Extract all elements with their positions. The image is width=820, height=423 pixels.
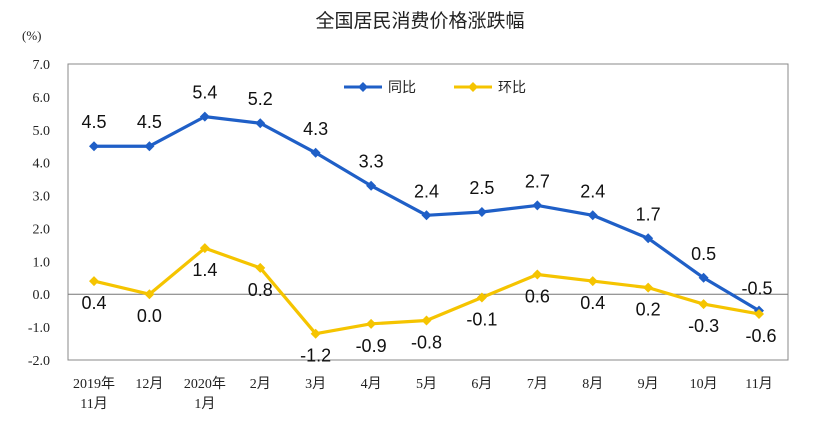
data-point-marker — [199, 111, 210, 122]
x-tick-label: 4月 — [361, 376, 382, 392]
legend-swatch-marker — [468, 82, 478, 92]
y-axis-unit-label: (%) — [22, 28, 42, 43]
data-label: 2.4 — [580, 181, 605, 201]
data-label: -0.6 — [745, 326, 776, 346]
data-point-marker — [255, 262, 266, 273]
data-label: 0.2 — [636, 300, 661, 320]
x-tick-label: 2019年 — [73, 376, 115, 392]
data-label: 0.4 — [81, 293, 106, 313]
series-layer: 4.5 4.5 5.4 5.2 4.3 3.3 2.4 2.5 2.7 2.4 1.7 0.5 -0.5… — [81, 83, 776, 366]
data-point-marker — [366, 180, 377, 191]
data-point-marker — [754, 308, 764, 319]
data-label: 1.7 — [636, 204, 661, 224]
legend-label: 同比 — [388, 80, 416, 96]
series-yoy: 4.5 4.5 5.4 5.2 4.3 3.3 2.4 2.5 2.7 2.4 1.7 0.5 -0.5 — [81, 83, 773, 316]
data-label: 1.4 — [192, 260, 217, 280]
data-point-marker — [89, 276, 99, 287]
x-tick-label: 1月 — [194, 396, 215, 412]
data-point-marker — [255, 118, 266, 129]
data-point-marker — [643, 282, 654, 293]
y-tick-label: 1.0 — [33, 255, 51, 270]
data-label: -0.1 — [466, 310, 497, 330]
data-label: 3.3 — [359, 152, 384, 172]
data-point-marker — [698, 299, 709, 310]
data-point-marker — [587, 210, 598, 221]
data-label: -0.9 — [356, 336, 387, 356]
legend-item: 环比 — [454, 80, 526, 96]
data-label: 2.5 — [469, 178, 494, 198]
data-point-marker — [532, 200, 543, 211]
y-tick-label: -1.0 — [28, 321, 50, 336]
legend-item: 同比 — [344, 80, 416, 96]
data-point-marker — [199, 243, 210, 254]
data-label: -0.8 — [411, 333, 442, 353]
data-label: 0.6 — [525, 286, 550, 306]
data-point-marker — [144, 289, 155, 300]
y-tick-label: 3.0 — [33, 190, 51, 205]
x-axis: 2019年 11月 12月 2020年 1月 2月 3月 4月 5月 6月 7月 8月 9月 10月 11月 — [73, 376, 773, 412]
y-tick-label: -2.0 — [28, 354, 50, 369]
x-tick-label: 11月 — [745, 376, 772, 392]
series-mom: 0.4 0.0 1.4 0.8 -1.2 -0.9 -0.8 -0.1 0.6 0.4 0.2 -0.… — [81, 243, 777, 366]
data-point-marker — [421, 210, 432, 221]
data-point-marker — [476, 207, 487, 217]
y-tick-label: 0.0 — [33, 288, 51, 303]
data-label: -1.2 — [300, 346, 331, 366]
data-point-marker — [532, 269, 543, 280]
y-axis: 7.0 6.0 5.0 4.0 3.0 2.0 1.0 0.0 -1.0 -2.0 — [28, 58, 50, 369]
data-label: 5.4 — [192, 83, 217, 103]
data-point-marker — [587, 276, 598, 287]
plot-area-frame — [67, 63, 789, 361]
data-point-marker — [476, 292, 487, 303]
data-label: 0.4 — [580, 293, 605, 313]
data-point-marker — [643, 233, 654, 244]
data-label: 4.5 — [81, 112, 106, 132]
y-tick-label: 4.0 — [33, 157, 51, 172]
x-tick-label: 8月 — [582, 376, 603, 392]
data-label: -0.5 — [741, 279, 772, 299]
data-label: 4.5 — [137, 112, 162, 132]
x-tick-label: 7月 — [527, 376, 548, 392]
data-point-marker — [310, 328, 321, 339]
x-tick-label: 12月 — [135, 376, 163, 392]
data-label: 2.7 — [525, 171, 550, 191]
data-point-marker — [698, 272, 709, 283]
x-tick-label: 10月 — [690, 376, 718, 392]
x-tick-label: 3月 — [305, 376, 326, 392]
data-point-marker — [89, 141, 99, 152]
legend-label: 环比 — [498, 80, 526, 96]
chart-title: 全国居民消费价格涨跌幅 — [315, 10, 524, 32]
x-tick-label: 11月 — [80, 396, 107, 412]
data-point-marker — [310, 147, 321, 158]
legend-swatch-marker — [358, 82, 368, 92]
data-point-marker — [366, 318, 377, 329]
data-label: 5.2 — [248, 89, 273, 109]
y-tick-label: 5.0 — [33, 124, 51, 139]
x-tick-label: 6月 — [471, 376, 492, 392]
data-label: 0.8 — [248, 280, 273, 300]
x-tick-label: 5月 — [416, 376, 437, 392]
data-point-marker — [144, 141, 155, 152]
data-label: 4.3 — [303, 119, 328, 139]
x-tick-label: 9月 — [638, 376, 659, 392]
data-point-marker — [421, 315, 432, 326]
y-tick-label: 6.0 — [33, 91, 51, 106]
y-tick-label: 2.0 — [33, 222, 51, 237]
data-label: 2.4 — [414, 181, 439, 201]
x-tick-label: 2020年 — [184, 376, 226, 392]
x-tick-label: 2月 — [250, 376, 271, 392]
data-label: 0.0 — [137, 306, 162, 326]
data-label: 0.5 — [691, 244, 716, 264]
legend: 同比 环比 — [344, 80, 526, 96]
data-label: -0.3 — [688, 316, 719, 336]
y-tick-label: 7.0 — [33, 58, 51, 73]
